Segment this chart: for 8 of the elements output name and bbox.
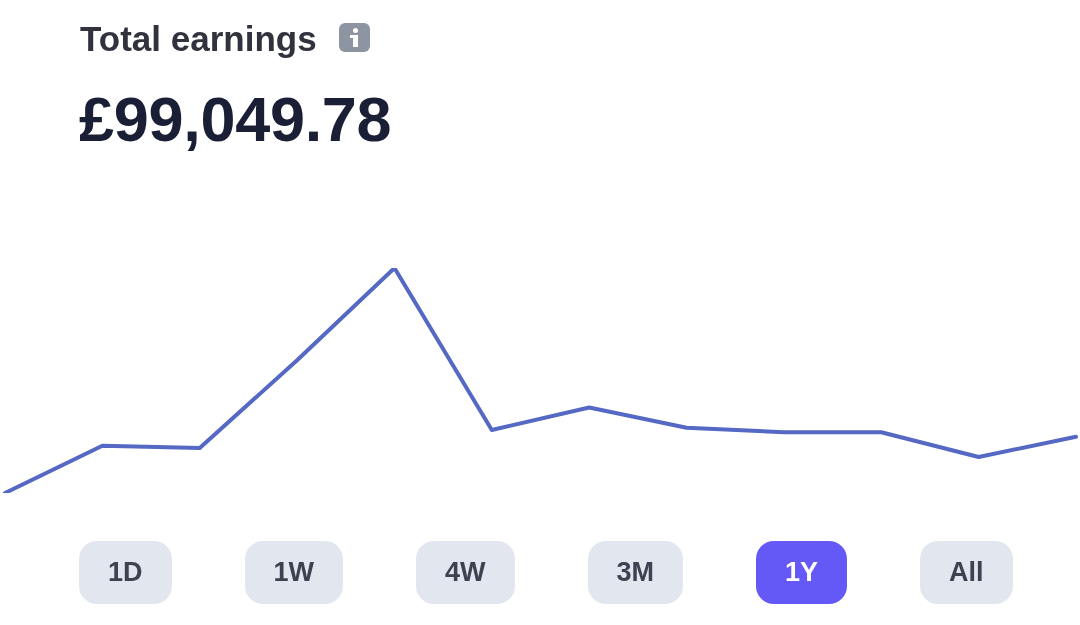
chart-subtitle: £99,049.78 xyxy=(79,83,392,155)
period-button[interactable]: 1W xyxy=(244,541,343,604)
period-button[interactable]: All xyxy=(920,541,1013,604)
chart-title: Total earnings xyxy=(80,18,317,60)
period-button[interactable]: 1Y xyxy=(756,541,848,604)
period-button[interactable]: 1D xyxy=(79,541,172,604)
period-button[interactable]: 4W xyxy=(416,541,515,604)
period-button[interactable]: 3M xyxy=(587,541,684,604)
